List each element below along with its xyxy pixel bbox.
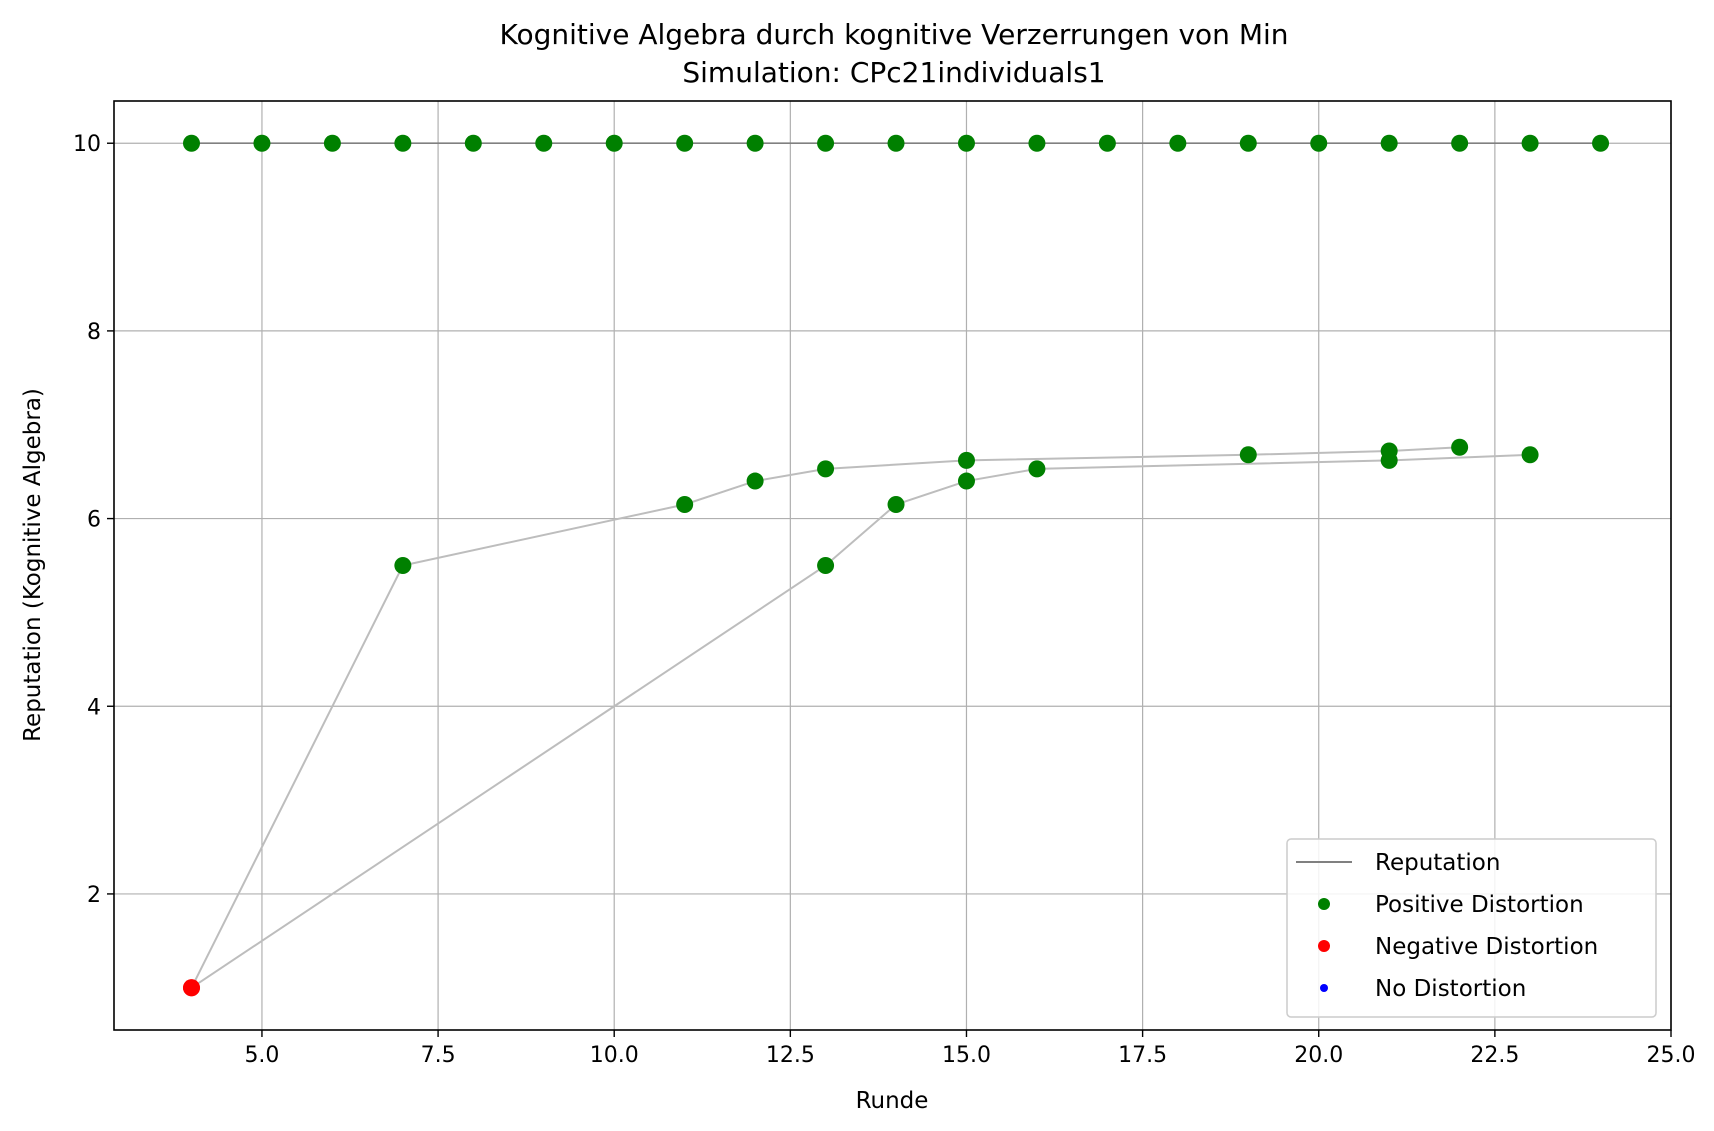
legend-negative-marker (1318, 940, 1330, 952)
data-point (1380, 451, 1398, 469)
data-point (1521, 446, 1539, 464)
data-point (535, 134, 553, 152)
data-point (1028, 134, 1046, 152)
y-tick-label: 2 (87, 883, 101, 908)
x-tick-label: 10.0 (590, 1043, 639, 1068)
data-point (1451, 438, 1469, 456)
x-tick-label: 12.5 (766, 1043, 815, 1068)
series-line (190, 446, 1460, 989)
data-point (1028, 460, 1046, 478)
x-tick-label: 17.5 (1118, 1043, 1167, 1068)
data-point (394, 134, 412, 152)
legend-label-none: No Distortion (1375, 976, 1526, 1002)
data-point (1451, 134, 1469, 152)
data-point (887, 134, 905, 152)
x-tick-label: 5.0 (244, 1043, 279, 1068)
data-point (1098, 134, 1116, 152)
data-point (605, 134, 623, 152)
x-tick-label: 22.5 (1470, 1043, 1519, 1068)
data-point (1380, 134, 1398, 152)
data-point (253, 134, 271, 152)
data-point (817, 460, 835, 478)
data-point (182, 134, 200, 152)
legend-positive-marker (1318, 898, 1330, 910)
distortion-points (182, 134, 1610, 997)
data-point (394, 557, 412, 574)
chart-subtitle: Simulation: CPc21individuals1 (682, 56, 1105, 89)
legend-label-negative: Negative Distortion (1375, 934, 1598, 960)
data-point (323, 134, 341, 152)
legend-box (1286, 838, 1657, 1018)
data-point (887, 496, 905, 514)
x-axis-label: Runde (856, 1088, 929, 1114)
data-point (1521, 134, 1539, 152)
legend-label-reputation: Reputation (1375, 850, 1500, 876)
data-point (957, 451, 975, 469)
data-point (182, 979, 200, 997)
chart-title: Kognitive Algebra durch kognitive Verzer… (499, 18, 1288, 51)
data-point (957, 134, 975, 152)
data-point (1239, 446, 1257, 464)
data-point (464, 134, 482, 152)
y-axis-ticks: 2 4 6 8 10 (73, 132, 114, 908)
legend-none-marker (1320, 984, 1328, 992)
legend-label-positive: Positive Distortion (1375, 892, 1584, 918)
data-point (676, 496, 694, 514)
x-tick-label: 25.0 (1647, 1043, 1696, 1068)
data-point (1239, 134, 1257, 152)
data-point (676, 134, 694, 152)
data-point (817, 134, 835, 152)
y-tick-label: 10 (73, 132, 101, 157)
data-point (746, 472, 764, 490)
legend: Reputation Positive Distortion Negative … (1286, 838, 1657, 1018)
x-tick-label: 7.5 (421, 1043, 456, 1068)
y-tick-label: 8 (87, 320, 101, 345)
y-tick-label: 4 (87, 695, 101, 720)
data-point (1310, 134, 1328, 152)
data-point (1169, 134, 1187, 152)
x-tick-label: 15.0 (942, 1043, 991, 1068)
y-axis-label: Reputation (Kognitive Algebra) (20, 388, 46, 742)
data-point (957, 472, 975, 490)
y-tick-label: 6 (87, 508, 101, 533)
data-point (746, 134, 764, 152)
x-axis-ticks: 5.0 7.5 10.0 12.5 15.0 17.5 20.0 22.5 25.0 (244, 1030, 1695, 1068)
x-tick-label: 20.0 (1294, 1043, 1343, 1068)
data-point (817, 557, 835, 574)
plot-frame (113, 100, 1672, 1031)
data-point (1592, 134, 1610, 152)
